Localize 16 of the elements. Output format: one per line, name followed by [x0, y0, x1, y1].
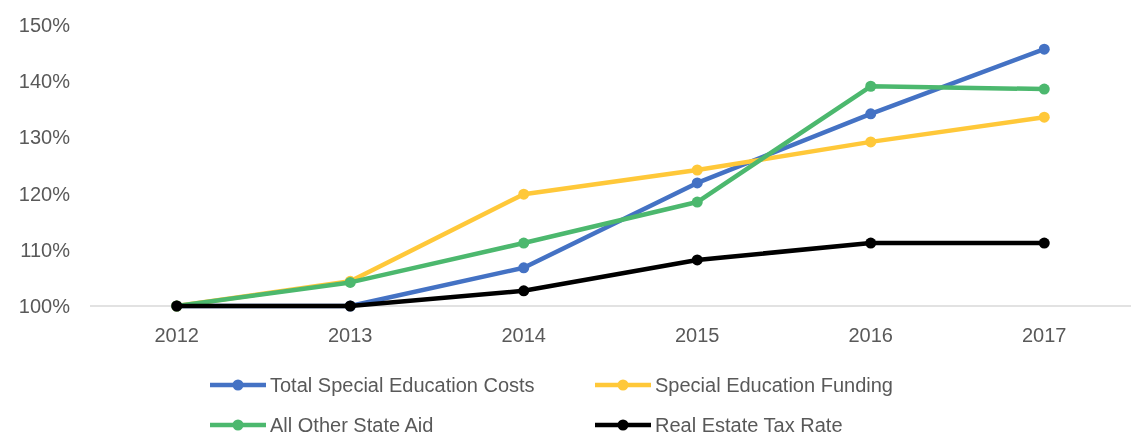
x-tick-label: 2013 [328, 324, 373, 346]
y-tick-label: 120% [18, 182, 71, 205]
y-tick-label: 140% [18, 70, 71, 93]
legend-label: Special Education Funding [655, 374, 893, 396]
x-tick-label: 2014 [501, 324, 546, 346]
legend-label: Real Estate Tax Rate [655, 414, 843, 435]
y-tick-label: 130% [18, 126, 71, 149]
legend-label: All Other State Aid [270, 414, 434, 435]
x-tick-label: 2017 [1022, 324, 1067, 346]
y-tick-label: 150% [18, 14, 71, 36]
x-tick-label: 2015 [675, 324, 720, 346]
x-tick-label: 2016 [848, 324, 893, 346]
x-tick-label: 2012 [154, 324, 199, 346]
y-tick-label: 110% [20, 238, 71, 261]
legend-label: Total Special Education Costs [270, 374, 535, 396]
y-tick-label: 100% [18, 295, 71, 317]
